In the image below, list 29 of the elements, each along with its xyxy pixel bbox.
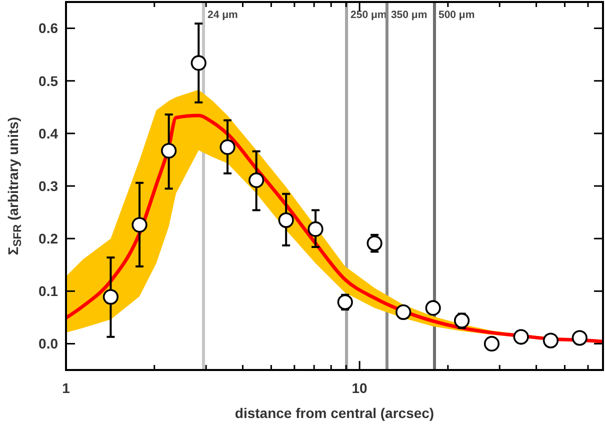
point	[102, 289, 119, 305]
point	[542, 332, 559, 348]
y-tick-label: 0.0	[38, 336, 58, 352]
y-tick-label: 0.2	[38, 230, 58, 246]
point	[161, 142, 177, 159]
point	[248, 172, 264, 188]
y-tick-label: 0.3	[38, 178, 58, 194]
point	[572, 330, 588, 346]
ref-line-label: 500 μm	[438, 9, 475, 21]
point	[220, 139, 236, 155]
point	[454, 312, 470, 328]
point	[425, 300, 441, 316]
ref-line-label: 24 μm	[207, 9, 238, 21]
y-tick-label: 0.5	[38, 72, 58, 89]
point	[366, 236, 382, 252]
y-tick-label: 0.6	[38, 20, 58, 36]
point	[132, 217, 148, 233]
x-tick-label: 1	[62, 380, 70, 396]
y-tick-label: 0.1	[38, 283, 58, 300]
point	[278, 212, 294, 228]
point	[190, 55, 206, 71]
point	[513, 329, 529, 345]
point	[308, 221, 324, 237]
ref-line-label: 350 μm	[390, 9, 428, 21]
y-tick-label: 0.4	[38, 125, 58, 142]
point	[337, 294, 353, 310]
x-axis-title: distance from central (arcsec)	[234, 405, 434, 421]
point	[396, 304, 412, 320]
x-tick-label: 10	[352, 380, 368, 396]
